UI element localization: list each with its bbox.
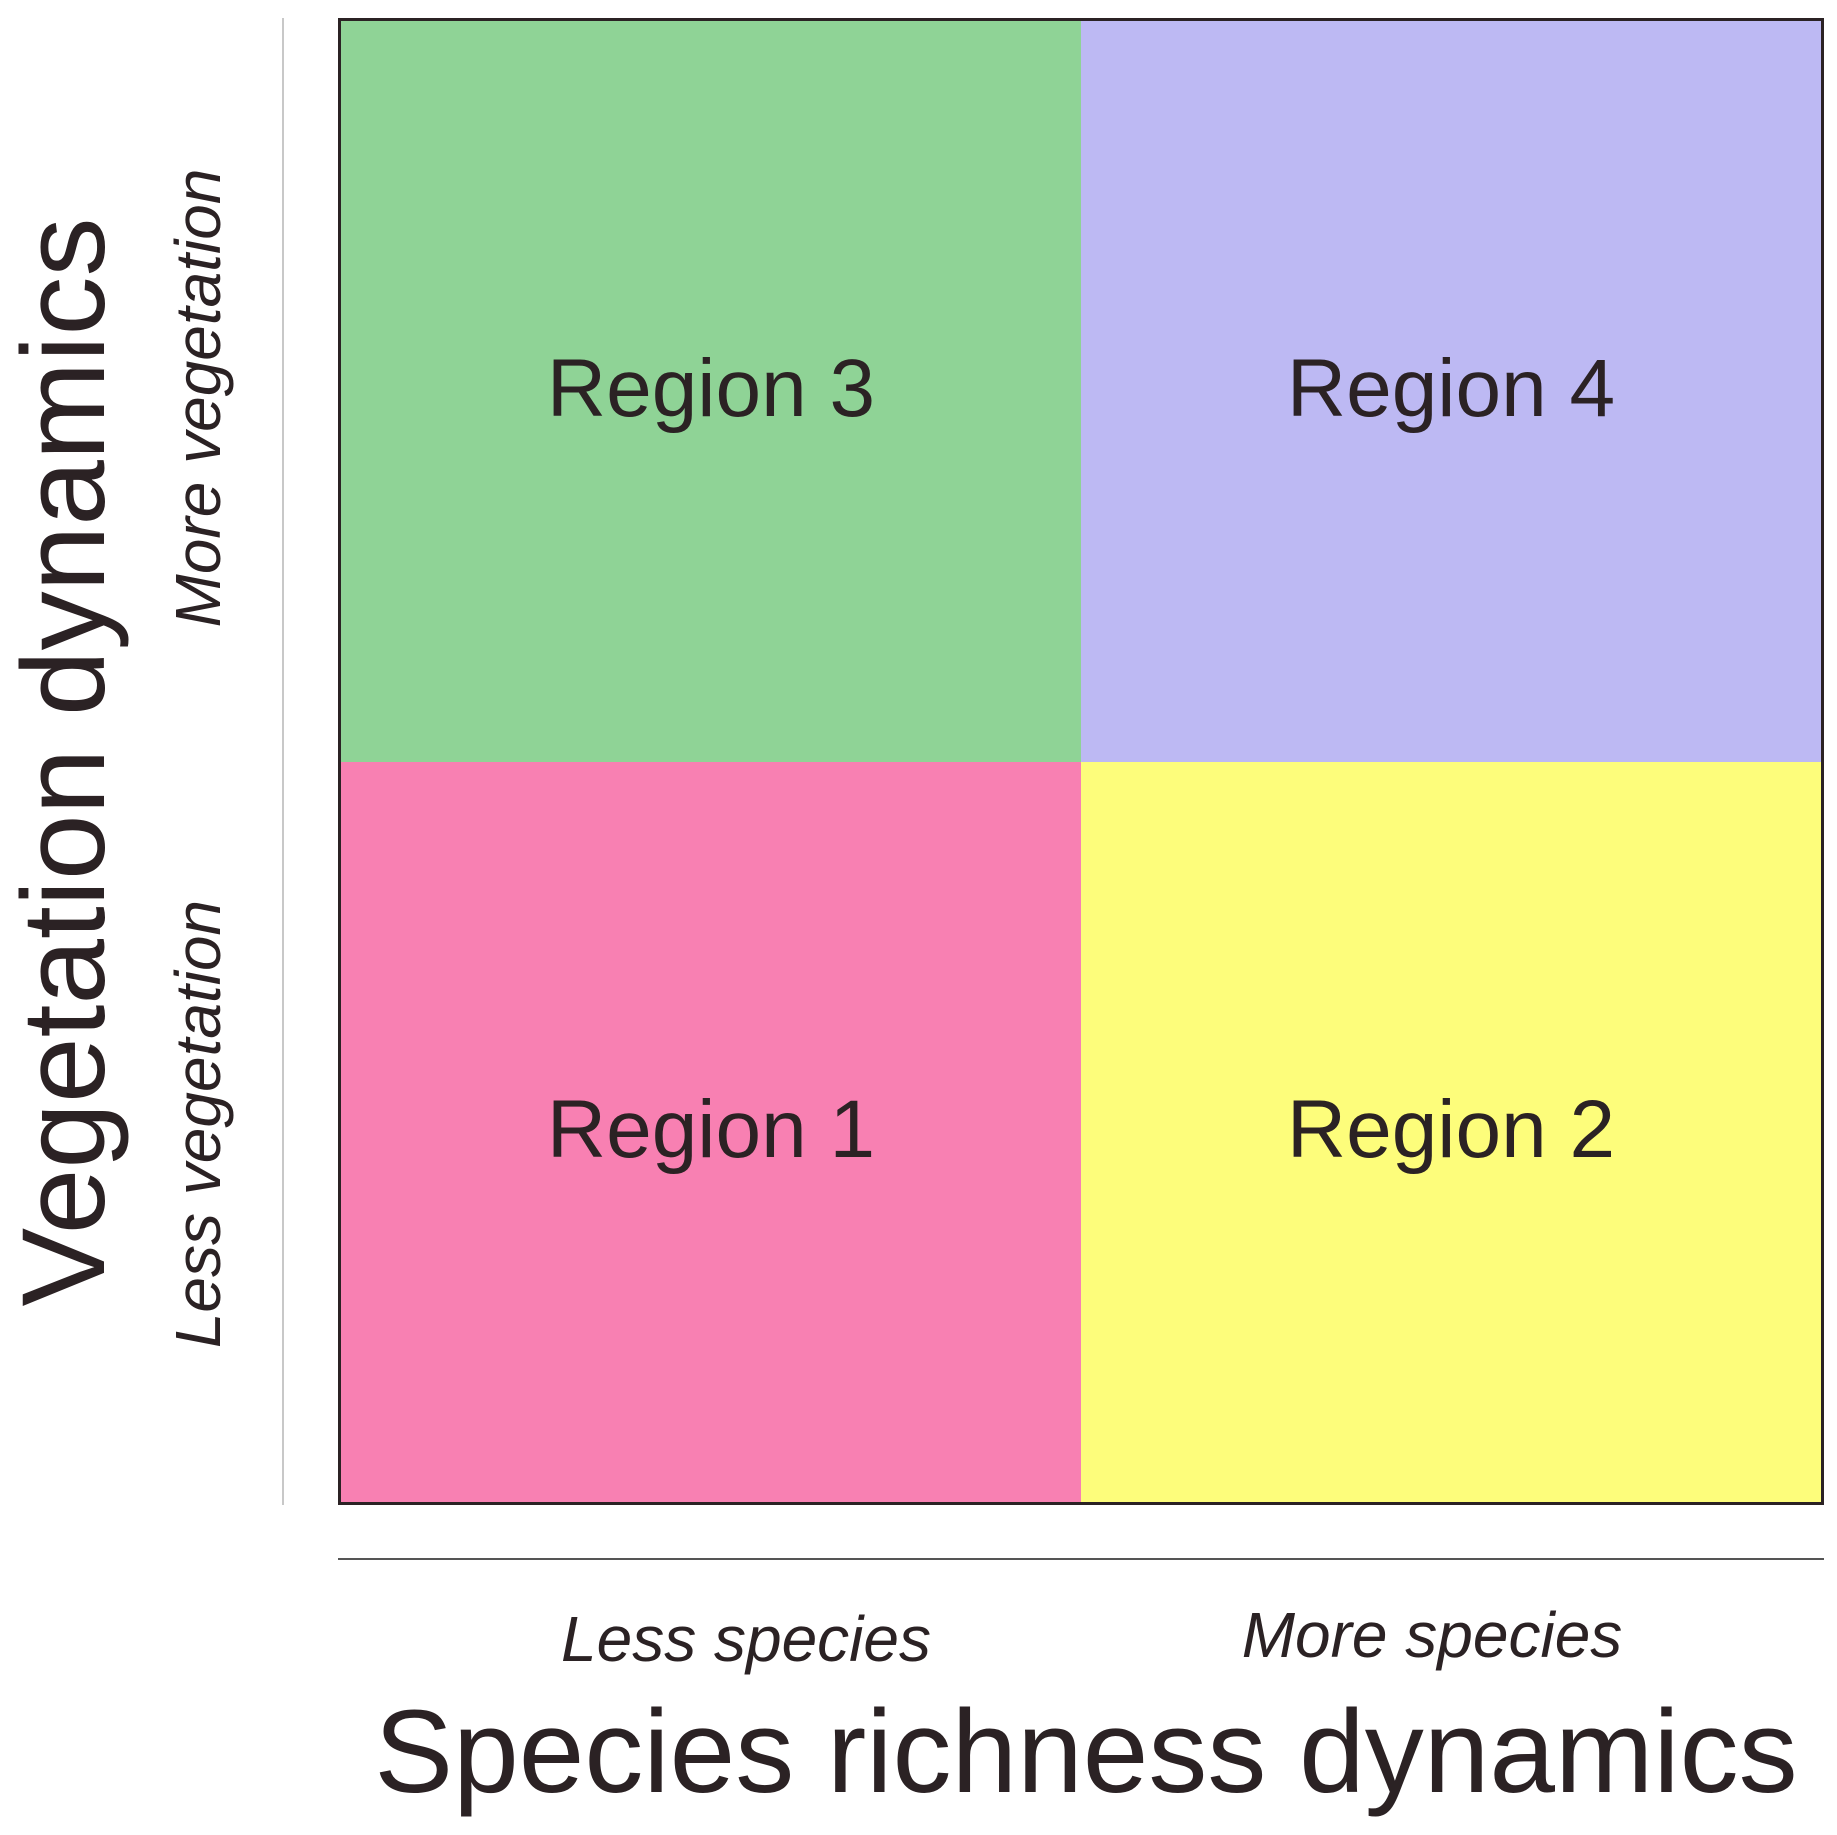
y-axis-high-label: More vegetation xyxy=(162,168,234,628)
region-2-label: Region 2 xyxy=(1286,1083,1616,1175)
quadrant-top-right: Region 4 xyxy=(1081,21,1821,762)
y-axis-line xyxy=(282,18,284,1505)
quadrant-grid: Region 3 Region 4 Region 1 Region 2 xyxy=(338,18,1824,1505)
quadrant-top-left: Region 3 xyxy=(341,21,1081,762)
region-4-label: Region 4 xyxy=(1286,343,1616,435)
y-axis-title: Vegetation dynamics xyxy=(0,217,130,1307)
x-axis-title: Species richness dynamics xyxy=(374,1686,1798,1818)
x-axis-high-label: More species xyxy=(1241,1599,1623,1671)
x-axis-line xyxy=(338,1558,1824,1560)
quadrant-bottom-left: Region 1 xyxy=(341,761,1081,1502)
quadrant-bottom-right: Region 2 xyxy=(1081,761,1821,1502)
x-axis-low-label: Less species xyxy=(561,1603,931,1675)
y-axis-low-label: Less vegetation xyxy=(162,899,234,1349)
region-1-label: Region 1 xyxy=(546,1083,876,1175)
region-3-label: Region 3 xyxy=(546,343,876,435)
